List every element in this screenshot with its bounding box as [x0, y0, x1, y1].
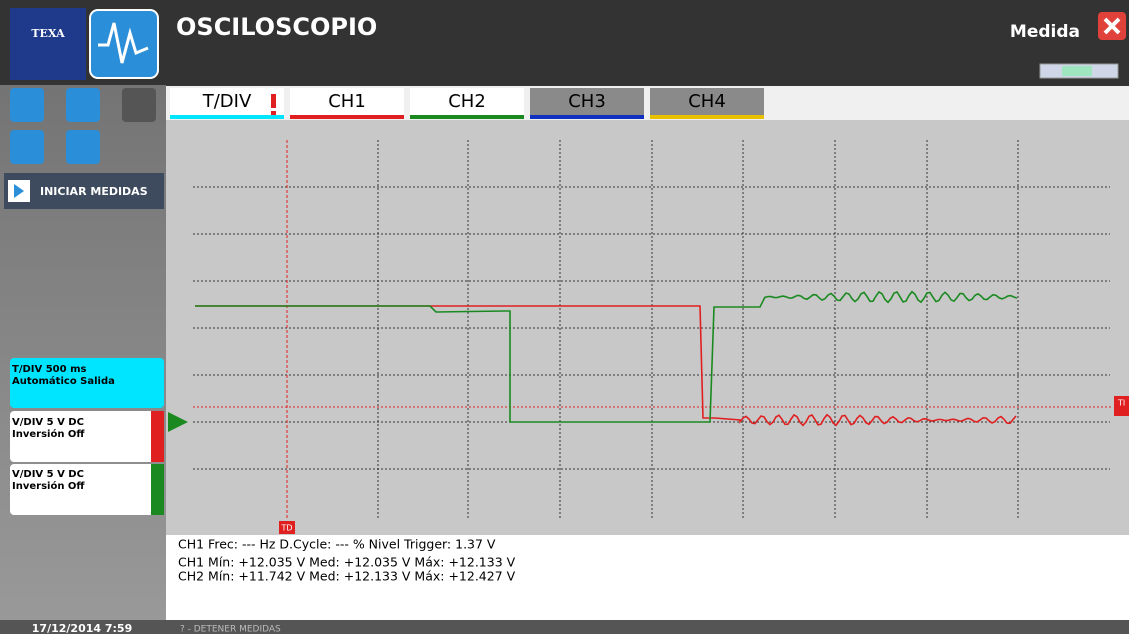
print-button[interactable]	[66, 130, 100, 164]
tab[interactable]	[290, 88, 404, 118]
ch2-trace	[195, 290, 1018, 423]
level-marker	[1114, 396, 1129, 416]
toolbar	[10, 88, 156, 164]
tab-underline	[410, 115, 524, 119]
tab-underline	[530, 115, 644, 119]
tdiv-line1: T/DIV 500 ms	[12, 364, 86, 375]
play-icon	[14, 184, 24, 198]
ch-ground-marker	[168, 412, 188, 432]
ch1-stripe	[151, 411, 164, 462]
level-marker-label: TI	[1117, 399, 1125, 408]
close-icon	[1103, 17, 1121, 35]
measure-line: CH2 Mín: +11.742 V Med: +12.133 V Máx: +…	[178, 569, 516, 584]
ch2-line1: V/DIV 5 V DC	[12, 469, 84, 480]
title-bar	[166, 0, 1129, 86]
tab-label: T/DIV	[202, 91, 252, 112]
ch1-panel[interactable]	[10, 411, 164, 462]
tab[interactable]	[530, 88, 644, 118]
logo: TEXA	[31, 27, 65, 40]
app-icon	[89, 9, 159, 79]
zoom-button[interactable]	[10, 88, 44, 122]
tab-underline	[650, 115, 764, 119]
warning-icon	[271, 94, 276, 108]
measure-button[interactable]	[122, 88, 156, 122]
measure-line: CH1 Mín: +12.035 V Med: +12.035 V Máx: +…	[178, 555, 516, 570]
tab[interactable]	[410, 88, 524, 118]
trigger-marker	[279, 521, 295, 534]
start-button[interactable]	[4, 173, 164, 209]
app-icon-wave	[98, 22, 149, 64]
status-text: ? - DETENER MEDIDAS	[180, 625, 281, 635]
date: 17/12/2014 7:59	[32, 622, 132, 634]
start-label: INICIAR MEDIDAS	[40, 185, 148, 198]
ch1-line2: Inversión Off	[12, 428, 85, 440]
tab-underline	[290, 115, 404, 119]
measure-line: CH1 Frec: --- Hz D.Cycle: --- % Nivel Tr…	[178, 537, 496, 552]
settings-button[interactable]	[10, 130, 44, 164]
tab-label: CH2	[448, 91, 486, 112]
tab[interactable]	[650, 88, 764, 118]
tab-label: CH1	[328, 91, 366, 112]
ch1-line1: V/DIV 5 V DC	[12, 417, 84, 428]
ch2-stripe	[151, 464, 164, 515]
tab-label: CH4	[688, 91, 726, 112]
trigger-marker-label: TD	[280, 524, 292, 533]
mode-label: Medida	[1010, 22, 1080, 42]
tdiv-panel[interactable]	[10, 358, 164, 408]
fit-button[interactable]	[66, 88, 100, 122]
warning-dot	[271, 111, 276, 115]
tab-label: CH3	[568, 91, 606, 112]
ch2-panel[interactable]	[10, 464, 164, 515]
title: OSCILOSCOPIO	[176, 13, 377, 41]
tab-underline	[170, 115, 284, 119]
zoom-slider-thumb[interactable]	[1062, 66, 1092, 76]
tab[interactable]	[170, 88, 284, 118]
logo-box	[10, 8, 86, 80]
status-bar	[0, 620, 1129, 634]
tdiv-line2: Automático Salida	[12, 375, 115, 387]
ch2-line2: Inversión Off	[12, 480, 85, 492]
ch1-trace	[195, 305, 1017, 427]
